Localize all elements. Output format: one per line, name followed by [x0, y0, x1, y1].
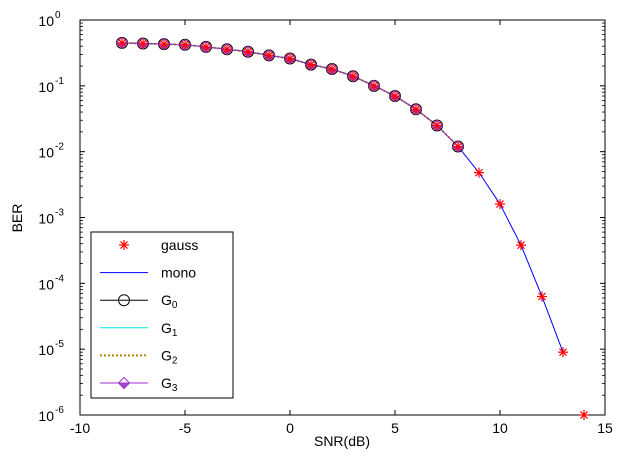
legend-label-sub-5: 3	[172, 383, 178, 394]
series-0-point-10	[327, 64, 337, 75]
y-tick-label-2: 10	[38, 145, 54, 161]
series-0-point-13	[390, 91, 400, 102]
y-tick-label-4: 10	[38, 276, 54, 292]
series-0-point-12	[369, 80, 379, 91]
series-0-point-16	[453, 141, 463, 152]
series-0-point-4	[201, 41, 211, 52]
legend-label-1: mono	[161, 265, 196, 281]
legend-marker-0-stroke-3	[120, 241, 128, 249]
series-0-point-2-stroke-3	[160, 40, 168, 49]
x-tick-label-1: -5	[179, 420, 192, 436]
y-tick-label-5: 10	[38, 342, 54, 358]
y-tick-label-0: 10	[38, 13, 54, 29]
legend-marker-2	[118, 294, 130, 307]
x-tick-label-3: 5	[391, 420, 399, 436]
series-0-point-11-stroke-3	[349, 72, 357, 81]
series-0-point-13-stroke-3	[391, 92, 399, 100]
series-0-point-5	[222, 44, 232, 55]
series-0-point-11	[348, 71, 358, 82]
legend-label-sub-2: 0	[172, 300, 178, 311]
x-axis-label: SNR(dB)	[314, 433, 370, 449]
legend-box	[90, 231, 234, 399]
series-0-point-21-stroke-3	[559, 348, 567, 357]
series-0-point-18-stroke-3	[496, 200, 504, 209]
legend-label-sub-4: 2	[172, 355, 178, 366]
x-tick-label-4: 10	[492, 420, 508, 436]
series-0-point-19-stroke-3	[517, 241, 525, 250]
series-0-point-15-stroke-3	[433, 121, 441, 130]
series-0-point-1-stroke-3	[139, 39, 147, 48]
series-0-point-1	[138, 38, 148, 49]
series-0-point-0	[117, 37, 127, 48]
series-0-point-17	[474, 167, 484, 178]
legend-marker-0	[119, 240, 129, 250]
series-0-point-18	[495, 199, 505, 210]
y-tick-exp-6: -6	[55, 405, 64, 416]
legend-marker-2-ring	[118, 294, 130, 307]
legend-label-sub-3: 1	[172, 328, 178, 339]
y-tick-exp-1: -1	[55, 76, 64, 87]
series-0-point-9	[306, 59, 316, 70]
series-layer	[115, 36, 589, 420]
series-0-point-10-stroke-3	[328, 65, 336, 73]
series-0-point-6	[243, 46, 253, 57]
series-0-point-14	[411, 104, 421, 115]
series-0-point-14-stroke-3	[412, 105, 420, 114]
x-tick-label-5: 15	[597, 420, 613, 436]
series-0-point-22	[579, 410, 589, 420]
series-0-point-21	[558, 347, 568, 358]
series-0-point-22-stroke-3	[580, 411, 588, 419]
series-0-point-5-stroke-3	[223, 45, 231, 54]
y-tick-exp-3: -3	[55, 208, 64, 219]
series-0-point-4-stroke-3	[202, 42, 210, 51]
y-tick-label-1: 10	[38, 79, 54, 95]
series-0-point-2	[159, 39, 169, 50]
y-tick-exp-4: -4	[55, 273, 64, 284]
series-0-point-15	[432, 120, 442, 131]
y-tick-exp-0: 0	[55, 10, 61, 21]
series-0-point-20	[537, 291, 547, 302]
x-tick-label-2: 0	[286, 420, 294, 436]
legend-label-0: gauss	[161, 237, 198, 253]
y-axis-label: BER	[9, 204, 25, 233]
series-0-point-0-stroke-3	[118, 38, 126, 47]
series-0-point-6-stroke-3	[244, 47, 252, 56]
series-0-point-3-stroke-3	[181, 40, 189, 49]
legend-marker-5-fill	[118, 383, 130, 389]
series-0-point-12-stroke-3	[370, 81, 378, 90]
series-0-point-8-stroke-3	[286, 54, 294, 63]
y-tick-label-6: 10	[38, 408, 54, 424]
y-tick-exp-2: -2	[55, 142, 64, 153]
legend-marker-5	[117, 376, 131, 390]
series-0-point-7-stroke-3	[265, 51, 273, 60]
series-0-point-16-stroke-3	[454, 142, 462, 151]
series-0-point-7	[264, 50, 274, 61]
y-tick-label-3: 10	[38, 211, 54, 227]
series-0-point-9-stroke-3	[307, 60, 315, 69]
series-0-point-3	[180, 39, 190, 50]
series-0-point-19	[516, 240, 526, 251]
series-0-point-17-stroke-3	[475, 168, 483, 177]
series-0-point-8	[285, 53, 295, 64]
series-0-point-20-stroke-3	[538, 292, 546, 301]
x-tick-label-0: -10	[70, 420, 90, 436]
y-tick-exp-5: -5	[55, 339, 64, 350]
